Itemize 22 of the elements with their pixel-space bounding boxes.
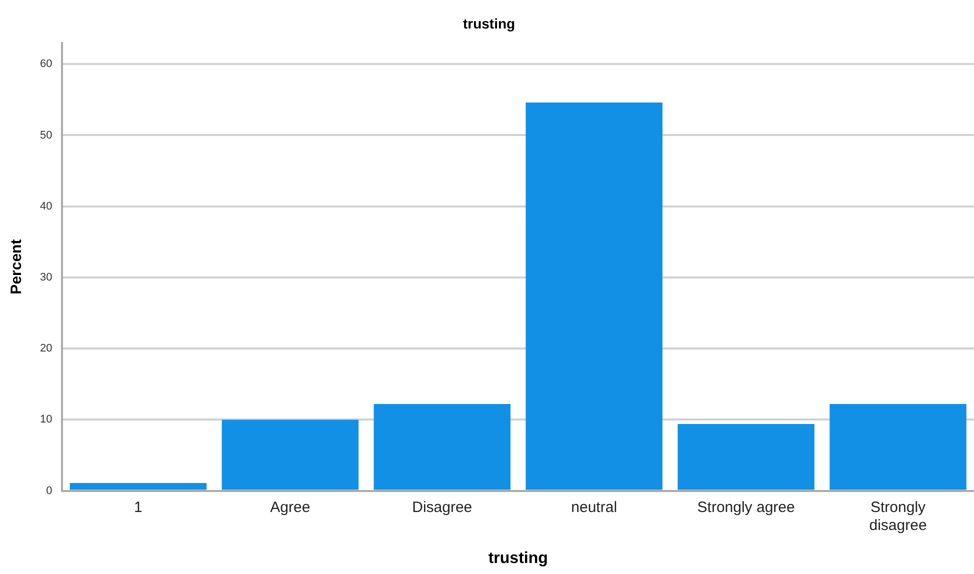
x-tick-label: Disagree (412, 498, 472, 516)
x-tick-label: neutral (571, 498, 618, 516)
x-tick-label: 1 (134, 498, 142, 516)
bar (830, 404, 966, 490)
y-axis-title: Percent (8, 239, 26, 294)
x-tick-label: Strongly disagree (869, 498, 927, 534)
y-tick-label: 10 (40, 414, 52, 426)
bar (526, 102, 662, 490)
bar (374, 404, 511, 490)
bar (678, 424, 814, 490)
bar (70, 482, 207, 490)
y-tick-label: 0 (46, 484, 52, 497)
y-tick-label: 30 (40, 272, 52, 284)
x-tick-label: Agree (270, 498, 310, 516)
x-axis-title: trusting (488, 550, 548, 567)
x-tick-label: Strongly agree (697, 498, 795, 516)
y-tick-label: 60 (40, 58, 52, 70)
y-tick-label: 40 (40, 200, 52, 212)
y-tick-label: 20 (40, 342, 52, 355)
chart-title: trusting (462, 15, 516, 32)
y-tick-label: 50 (40, 129, 52, 142)
bar (222, 420, 359, 490)
